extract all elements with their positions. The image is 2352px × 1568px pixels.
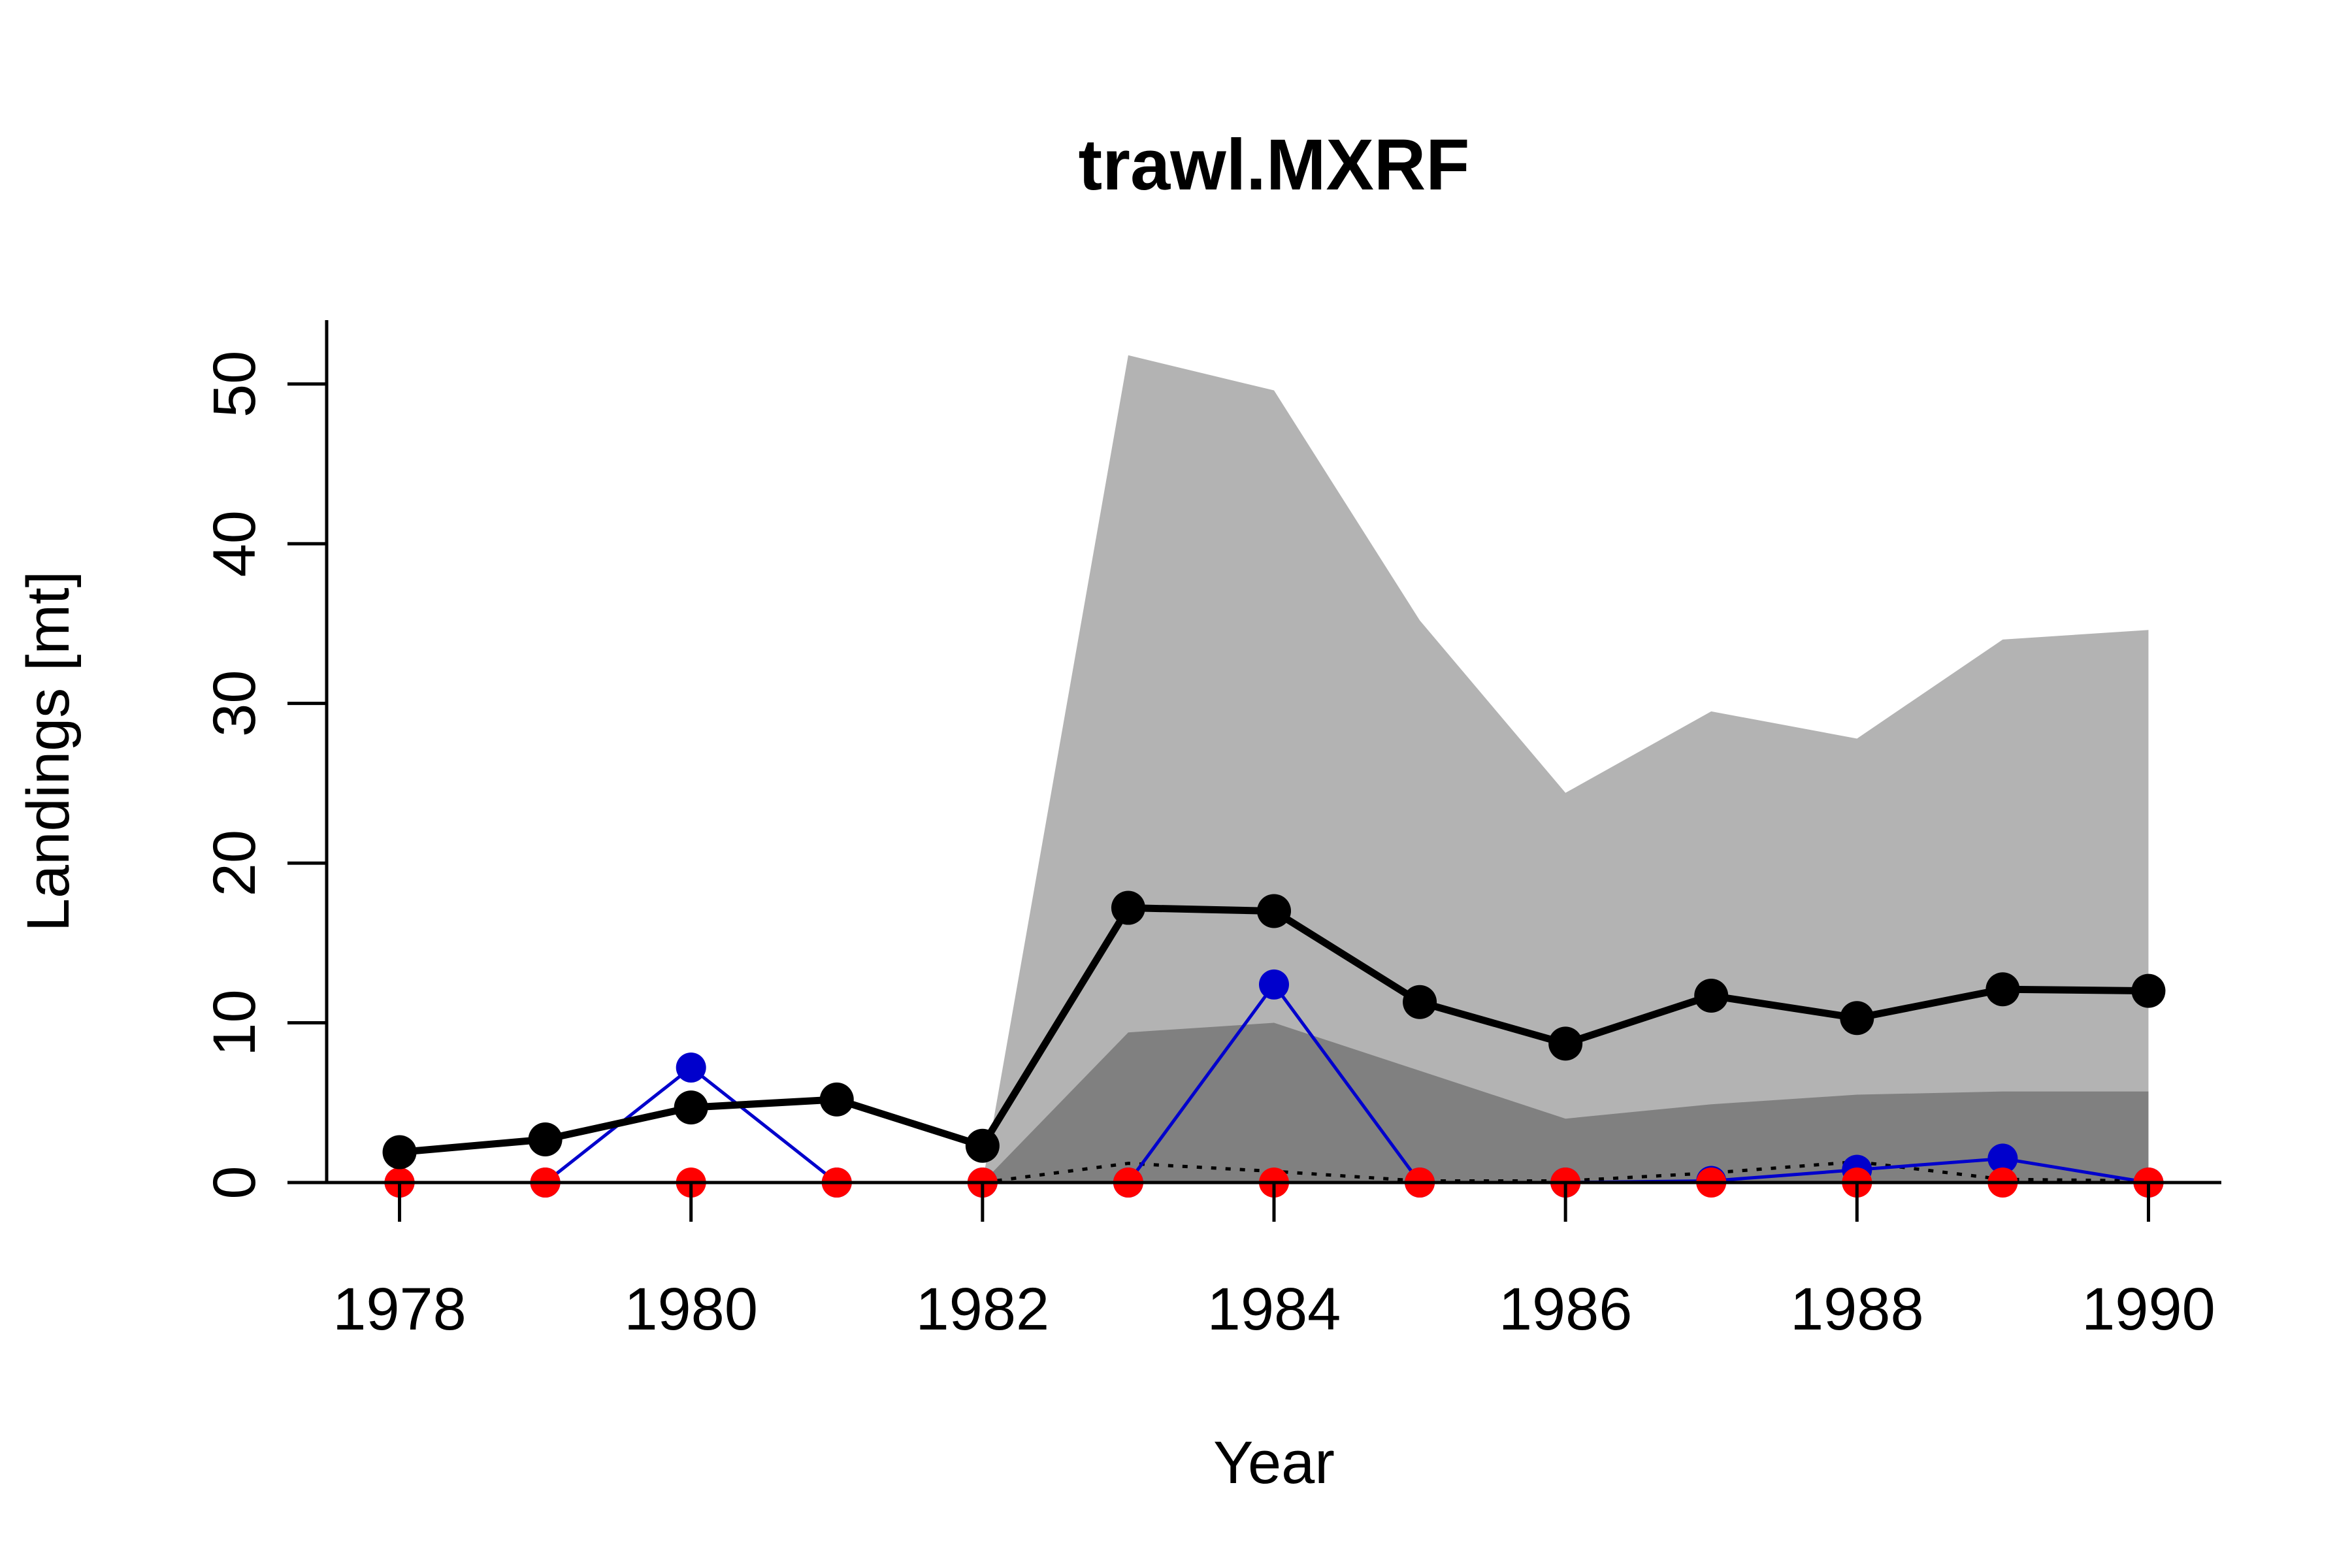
x-tick-label-1982: 1982 <box>916 1276 1050 1343</box>
x-tick-label-1980: 1980 <box>624 1276 758 1343</box>
data-series <box>382 890 2166 1198</box>
x-tick-label-1988: 1988 <box>1790 1276 1924 1343</box>
x-tick-label-1978: 1978 <box>333 1276 466 1343</box>
y-tick-label-0: 0 <box>201 1166 268 1199</box>
x-axis-label: Year <box>1213 1429 1335 1496</box>
series-2-point <box>1987 1143 2018 1174</box>
series-4-point <box>528 1122 563 1156</box>
series-4-point <box>2131 973 2166 1008</box>
y-tick-label-10: 10 <box>201 989 268 1056</box>
series-4-point <box>1694 979 1729 1013</box>
chart-title: trawl.MXRF <box>1079 125 1470 205</box>
series-4-point <box>1111 890 1145 925</box>
band-2 <box>982 1022 2149 1183</box>
x-tick-label-1984: 1984 <box>1207 1276 1341 1343</box>
series-4-point <box>819 1082 854 1117</box>
series-4-point <box>1840 1001 1874 1036</box>
series-2-point <box>676 1053 706 1083</box>
x-tick-label-1990: 1990 <box>2082 1276 2215 1343</box>
series-4-point <box>1257 894 1291 928</box>
y-tick-label-50: 50 <box>201 351 268 417</box>
series-2-point <box>1259 969 1289 1000</box>
axes: 1978 1980 1982 1984 1986 1988 1990 0 10 20 30 40 50 <box>201 320 2221 1343</box>
series-4-point <box>1548 1026 1583 1061</box>
y-tick-label-20: 20 <box>201 830 268 896</box>
y-axis-label: Landings [mt] <box>15 571 82 932</box>
series-4-point <box>1403 985 1437 1019</box>
series-4-point <box>382 1135 417 1169</box>
x-tick-label-1986: 1986 <box>1499 1276 1633 1343</box>
series-4-point <box>965 1128 1000 1163</box>
series-4-point <box>1985 972 2020 1007</box>
y-tick-label-40: 40 <box>201 510 268 577</box>
series-4-point <box>674 1090 708 1125</box>
y-tick-label-30: 30 <box>201 670 268 736</box>
